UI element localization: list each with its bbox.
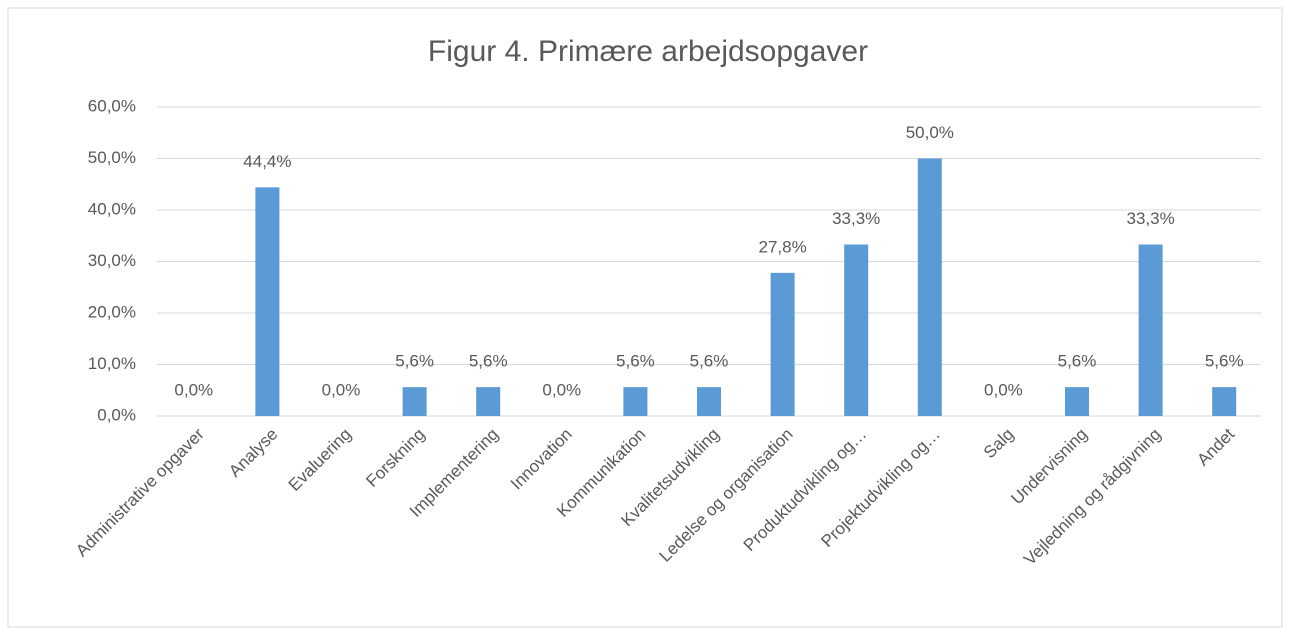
bar [697,387,721,416]
data-label: 0,0% [542,380,581,399]
data-label: 0,0% [984,380,1023,399]
y-tick-label: 10,0% [88,354,136,373]
y-tick-label: 60,0% [88,96,136,115]
bar [623,387,648,416]
chart-title: Figur 4. Primære arbejdsopgaver [428,35,868,68]
y-tick-label: 0,0% [97,405,136,424]
bar [770,272,795,416]
data-label: 5,6% [469,352,508,371]
data-label: 5,6% [690,352,729,371]
y-tick-label: 30,0% [88,251,136,270]
bar [1065,387,1089,416]
data-label: 44,4% [243,152,291,171]
data-label: 33,3% [832,209,880,228]
y-tick-label: 40,0% [88,199,136,218]
bar [402,387,427,416]
bar [917,158,942,416]
bar [255,187,280,416]
y-tick-label: 50,0% [88,148,136,167]
data-label: 5,6% [1205,352,1244,371]
data-label: 27,8% [758,237,806,256]
data-label: 33,3% [1126,209,1174,228]
data-label: 5,6% [616,352,655,371]
data-label: 0,0% [174,380,213,399]
bar [1212,387,1237,416]
chart-border [7,7,1283,628]
data-label: 5,6% [395,352,434,371]
bar [476,387,501,416]
data-label: 0,0% [322,380,361,399]
data-label: 5,6% [1058,352,1097,371]
data-label: 50,0% [906,123,954,142]
bar [1138,244,1163,416]
bar [844,244,869,416]
y-tick-label: 20,0% [88,302,136,321]
